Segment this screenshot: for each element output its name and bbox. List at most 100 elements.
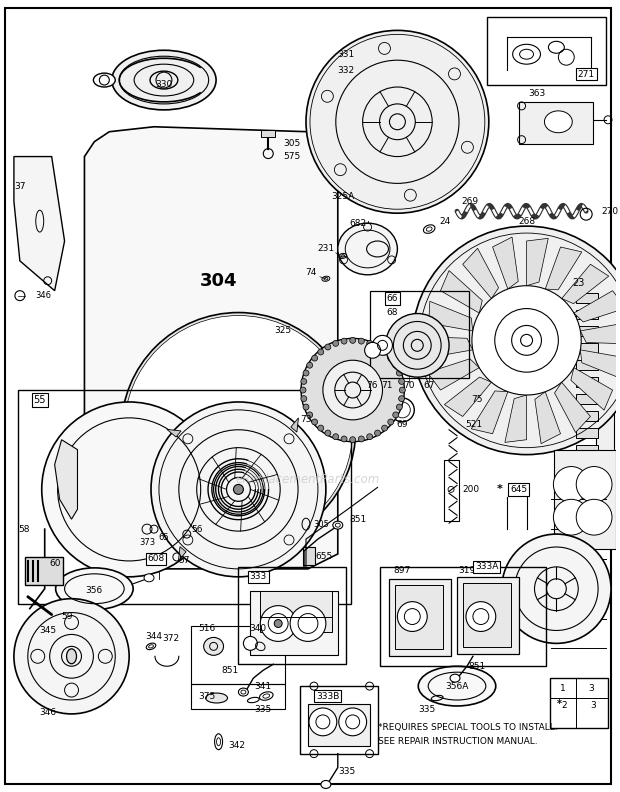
Circle shape <box>576 466 612 502</box>
Bar <box>487 17 606 85</box>
Text: 231: 231 <box>317 245 334 253</box>
Bar <box>389 579 451 657</box>
Circle shape <box>307 412 312 418</box>
Text: 373: 373 <box>139 538 155 546</box>
Text: 333B: 333B <box>316 691 340 701</box>
Bar <box>303 547 315 565</box>
Polygon shape <box>580 350 620 379</box>
Text: 516: 516 <box>198 624 215 633</box>
Bar <box>576 310 598 319</box>
Polygon shape <box>535 392 560 444</box>
Text: 346: 346 <box>36 291 51 300</box>
Text: 645: 645 <box>510 485 527 494</box>
Text: 74: 74 <box>305 268 317 277</box>
Text: 325A: 325A <box>331 192 355 201</box>
Circle shape <box>333 341 339 346</box>
Circle shape <box>318 349 324 355</box>
Text: *: * <box>497 485 503 494</box>
Text: 340: 340 <box>250 624 267 633</box>
Text: 76: 76 <box>366 381 378 390</box>
Bar <box>576 394 598 404</box>
Ellipse shape <box>66 649 76 664</box>
Text: 330: 330 <box>155 79 172 89</box>
Polygon shape <box>422 337 472 358</box>
Circle shape <box>341 436 347 442</box>
Text: 372: 372 <box>162 634 179 643</box>
Circle shape <box>366 434 373 440</box>
Text: 608: 608 <box>148 554 164 563</box>
Text: *REQUIRES SPECIAL TOOLS TO INSTALL.: *REQUIRES SPECIAL TOOLS TO INSTALL. <box>378 723 557 733</box>
Circle shape <box>399 379 405 384</box>
Text: 325: 325 <box>275 326 292 335</box>
Circle shape <box>274 619 282 627</box>
Circle shape <box>502 534 611 643</box>
Circle shape <box>42 402 216 577</box>
Bar <box>18 390 351 604</box>
Text: 333: 333 <box>250 573 267 581</box>
Circle shape <box>325 430 331 436</box>
Polygon shape <box>471 391 508 434</box>
Polygon shape <box>445 377 492 417</box>
Circle shape <box>350 337 356 344</box>
Circle shape <box>396 370 402 376</box>
Text: 69: 69 <box>397 421 408 429</box>
Text: 682: 682 <box>349 219 366 227</box>
Ellipse shape <box>244 637 257 650</box>
Circle shape <box>466 602 496 631</box>
Text: 59: 59 <box>61 612 73 621</box>
Bar <box>239 567 346 664</box>
Bar <box>518 102 593 143</box>
Ellipse shape <box>450 674 460 682</box>
Text: 521: 521 <box>465 421 482 429</box>
Text: 66: 66 <box>387 294 398 303</box>
Circle shape <box>365 342 381 358</box>
Text: 335: 335 <box>255 706 272 714</box>
Text: eReplacementParts.com: eReplacementParts.com <box>236 473 380 486</box>
Polygon shape <box>580 323 620 344</box>
Circle shape <box>14 599 129 714</box>
Text: 304: 304 <box>200 272 237 290</box>
Circle shape <box>306 30 489 213</box>
Text: 2: 2 <box>562 702 567 710</box>
Circle shape <box>472 286 581 395</box>
Circle shape <box>124 315 353 544</box>
Bar <box>191 684 285 709</box>
Polygon shape <box>492 237 518 289</box>
Circle shape <box>388 355 394 361</box>
Text: 270: 270 <box>601 207 618 215</box>
Text: 1: 1 <box>560 683 566 692</box>
Polygon shape <box>554 383 590 432</box>
Text: 356: 356 <box>86 586 103 596</box>
Ellipse shape <box>94 73 115 87</box>
Circle shape <box>301 396 307 402</box>
Circle shape <box>554 466 589 502</box>
Text: SEE REPAIR INSTRUCTION MANUAL.: SEE REPAIR INSTRUCTION MANUAL. <box>378 737 537 746</box>
Circle shape <box>307 362 312 368</box>
Circle shape <box>309 708 337 736</box>
Ellipse shape <box>112 50 216 110</box>
Bar <box>444 459 459 521</box>
Circle shape <box>399 396 405 402</box>
Text: 341: 341 <box>255 682 272 691</box>
Bar <box>551 678 608 728</box>
Text: 23: 23 <box>572 278 585 287</box>
Circle shape <box>386 314 449 377</box>
Circle shape <box>576 499 612 535</box>
Text: 375: 375 <box>198 691 215 701</box>
Circle shape <box>323 360 383 420</box>
Circle shape <box>392 362 399 368</box>
Text: 269: 269 <box>461 196 479 206</box>
Bar <box>379 567 546 666</box>
Polygon shape <box>463 248 498 299</box>
Bar <box>463 583 511 647</box>
Bar <box>576 360 598 370</box>
Ellipse shape <box>321 780 331 788</box>
Text: 897: 897 <box>394 566 411 575</box>
Circle shape <box>303 370 309 376</box>
Circle shape <box>312 419 317 425</box>
Text: 655: 655 <box>315 553 332 562</box>
Ellipse shape <box>544 111 572 133</box>
Text: 3: 3 <box>590 702 596 710</box>
Text: 344: 344 <box>146 632 162 641</box>
Bar <box>370 291 469 378</box>
